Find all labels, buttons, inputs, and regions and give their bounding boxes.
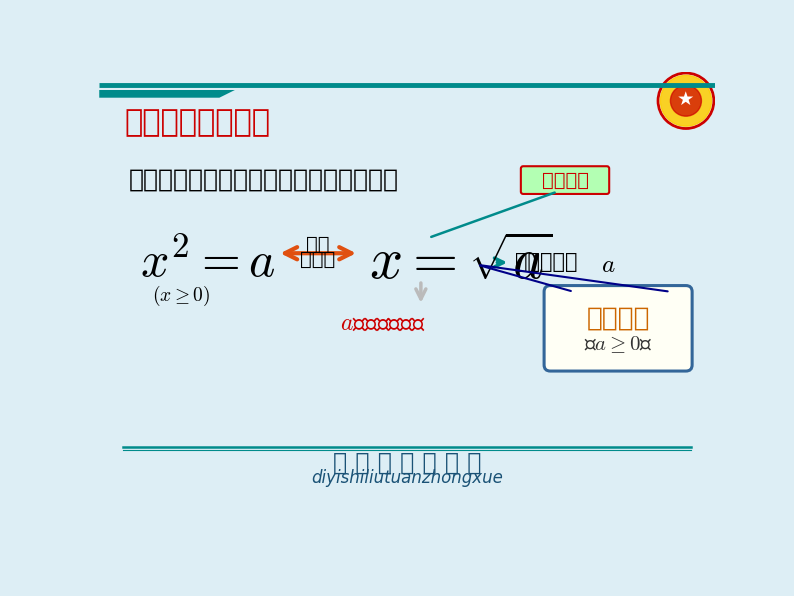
- Text: $a$的算术平方根: $a$的算术平方根: [340, 311, 426, 334]
- Text: $a$: $a$: [601, 253, 616, 277]
- FancyArrowPatch shape: [285, 247, 352, 259]
- Text: 被开方数: 被开方数: [586, 305, 649, 331]
- Text: 逆运算: 逆运算: [300, 250, 335, 269]
- Text: 平方根号: 平方根号: [542, 170, 588, 190]
- Text: 第 一 师 六 团 中 学: 第 一 师 六 团 中 学: [333, 451, 481, 474]
- FancyBboxPatch shape: [544, 285, 692, 371]
- FancyBboxPatch shape: [521, 166, 609, 194]
- Text: diyishiliutuanzhongxue: diyishiliutuanzhongxue: [311, 469, 503, 487]
- Text: 怎么用符号来表示一个数的算术平方根？: 怎么用符号来表示一个数的算术平方根？: [129, 168, 399, 192]
- Polygon shape: [99, 90, 235, 98]
- FancyArrowPatch shape: [416, 283, 426, 299]
- Text: （$a \geq 0$）: （$a \geq 0$）: [584, 334, 653, 355]
- Text: $x^2 = a$: $x^2 = a$: [140, 238, 276, 287]
- Text: 读作：根号: 读作：根号: [515, 253, 577, 272]
- Text: 二、数学符号表示: 二、数学符号表示: [124, 108, 270, 137]
- Text: ★: ★: [677, 90, 695, 108]
- Text: 互为: 互为: [306, 234, 330, 253]
- Circle shape: [661, 75, 711, 126]
- FancyArrowPatch shape: [495, 258, 503, 267]
- Circle shape: [670, 85, 701, 116]
- Text: $(x \geq 0)$: $(x \geq 0)$: [152, 284, 210, 308]
- Text: $x = \sqrt{a}$: $x = \sqrt{a}$: [369, 234, 553, 291]
